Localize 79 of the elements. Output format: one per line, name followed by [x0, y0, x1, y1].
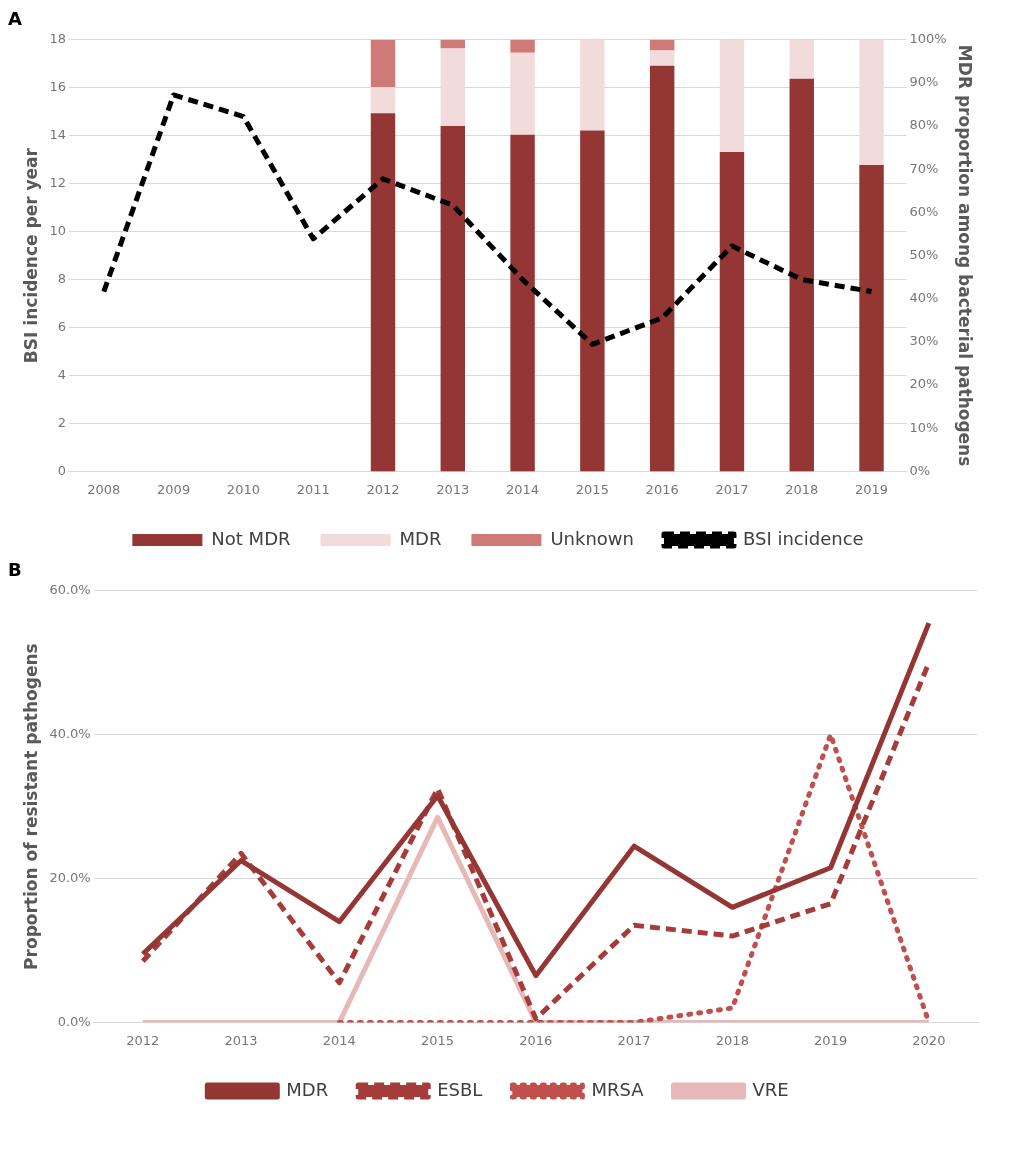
bar — [580, 39, 605, 131]
legend-label: MRSA — [591, 1078, 645, 1100]
y-tick-label: 0.0% — [57, 1013, 91, 1029]
y-tick-label: 6 — [57, 318, 66, 334]
bar — [370, 113, 396, 472]
bar — [649, 50, 675, 66]
y-tick-label: 10 — [49, 223, 66, 238]
legend-label: VRE — [752, 1078, 789, 1100]
x-tick-label: 2012 — [126, 1032, 160, 1048]
y2-tick-label: 40% — [909, 290, 939, 306]
bar — [370, 87, 396, 114]
bar — [859, 39, 884, 165]
y-tick-label: 16 — [49, 79, 66, 95]
bar — [719, 39, 745, 153]
y-tick-label: 4 — [57, 366, 66, 382]
y2-axis-title: MDR proportion among bacterial pathogens — [955, 44, 976, 467]
legend-label: BSI incidence — [742, 527, 864, 549]
legend-label: ESBL — [437, 1078, 483, 1100]
text: B — [8, 559, 23, 580]
legend-label: Not MDR — [211, 527, 291, 549]
y-tick-label: 60.0% — [49, 582, 91, 598]
x-tick-label: 2016 — [519, 1032, 553, 1048]
bar — [510, 134, 535, 472]
x-tick-label: 2008 — [87, 481, 121, 497]
y-tick-label: 2 — [57, 414, 66, 430]
y2-tick-label: 70% — [909, 160, 939, 176]
x-tick-label: 2014 — [506, 481, 540, 497]
x-tick-label: 2015 — [575, 481, 609, 497]
y-tick-label: 0 — [57, 462, 66, 478]
bar — [789, 78, 814, 472]
y-tick-label: 8 — [57, 270, 66, 286]
y-tick-label: 40.0% — [49, 726, 91, 742]
y-tick-label: 18 — [49, 31, 66, 47]
y2-tick-label: 60% — [909, 203, 939, 219]
bar — [440, 48, 466, 127]
x-tick-label: 2018 — [785, 481, 819, 497]
bar — [719, 152, 745, 472]
x-tick-label: 2020 — [912, 1032, 946, 1048]
bar — [370, 39, 396, 88]
bar — [440, 126, 466, 472]
x-tick-label: 2019 — [854, 481, 889, 497]
bar — [649, 39, 675, 51]
x-tick-label: 2018 — [715, 1032, 749, 1048]
y2-tick-label: 80% — [909, 117, 939, 133]
x-tick-label: 2010 — [226, 481, 260, 497]
y-tick-label: 20.0% — [49, 869, 91, 885]
y-axis-title: Proportion of resistant pathogens — [20, 643, 41, 970]
y2-tick-label: 100% — [909, 31, 947, 47]
bar — [789, 39, 814, 79]
x-tick-label: 2014 — [322, 1032, 356, 1048]
y2-tick-label: 50% — [909, 246, 939, 262]
y2-tick-label: 0% — [909, 462, 931, 478]
x-tick-label: 2017 — [617, 1032, 651, 1048]
bar — [440, 39, 466, 49]
bar — [580, 130, 605, 472]
bar — [649, 65, 675, 472]
x-tick-label: 2017 — [715, 481, 749, 497]
legend-label: MDR — [399, 527, 442, 549]
y-tick-label: 12 — [49, 175, 66, 191]
x-tick-label: 2019 — [814, 1032, 848, 1048]
x-tick-label: 2013 — [436, 481, 470, 497]
y2-tick-label: 10% — [909, 419, 939, 435]
x-tick-label: 2013 — [224, 1032, 258, 1048]
y2-tick-label: 90% — [909, 74, 939, 90]
y2-tick-label: 20% — [909, 376, 939, 392]
x-tick-label: 2016 — [645, 481, 679, 497]
y-tick-label: 14 — [49, 127, 66, 143]
bar — [859, 164, 884, 472]
x-tick-label: 2015 — [421, 1032, 455, 1048]
y-axis-title: BSI incidence per year — [20, 147, 41, 364]
y2-tick-label: 30% — [909, 333, 939, 349]
x-tick-label: 2012 — [366, 481, 400, 497]
text: A — [8, 8, 23, 29]
bar — [510, 52, 535, 135]
legend-label: Unknown — [550, 527, 634, 549]
x-tick-label: 2011 — [296, 481, 330, 497]
bar — [510, 39, 535, 53]
legend-label: MDR — [286, 1078, 329, 1100]
x-tick-label: 2009 — [157, 481, 191, 497]
